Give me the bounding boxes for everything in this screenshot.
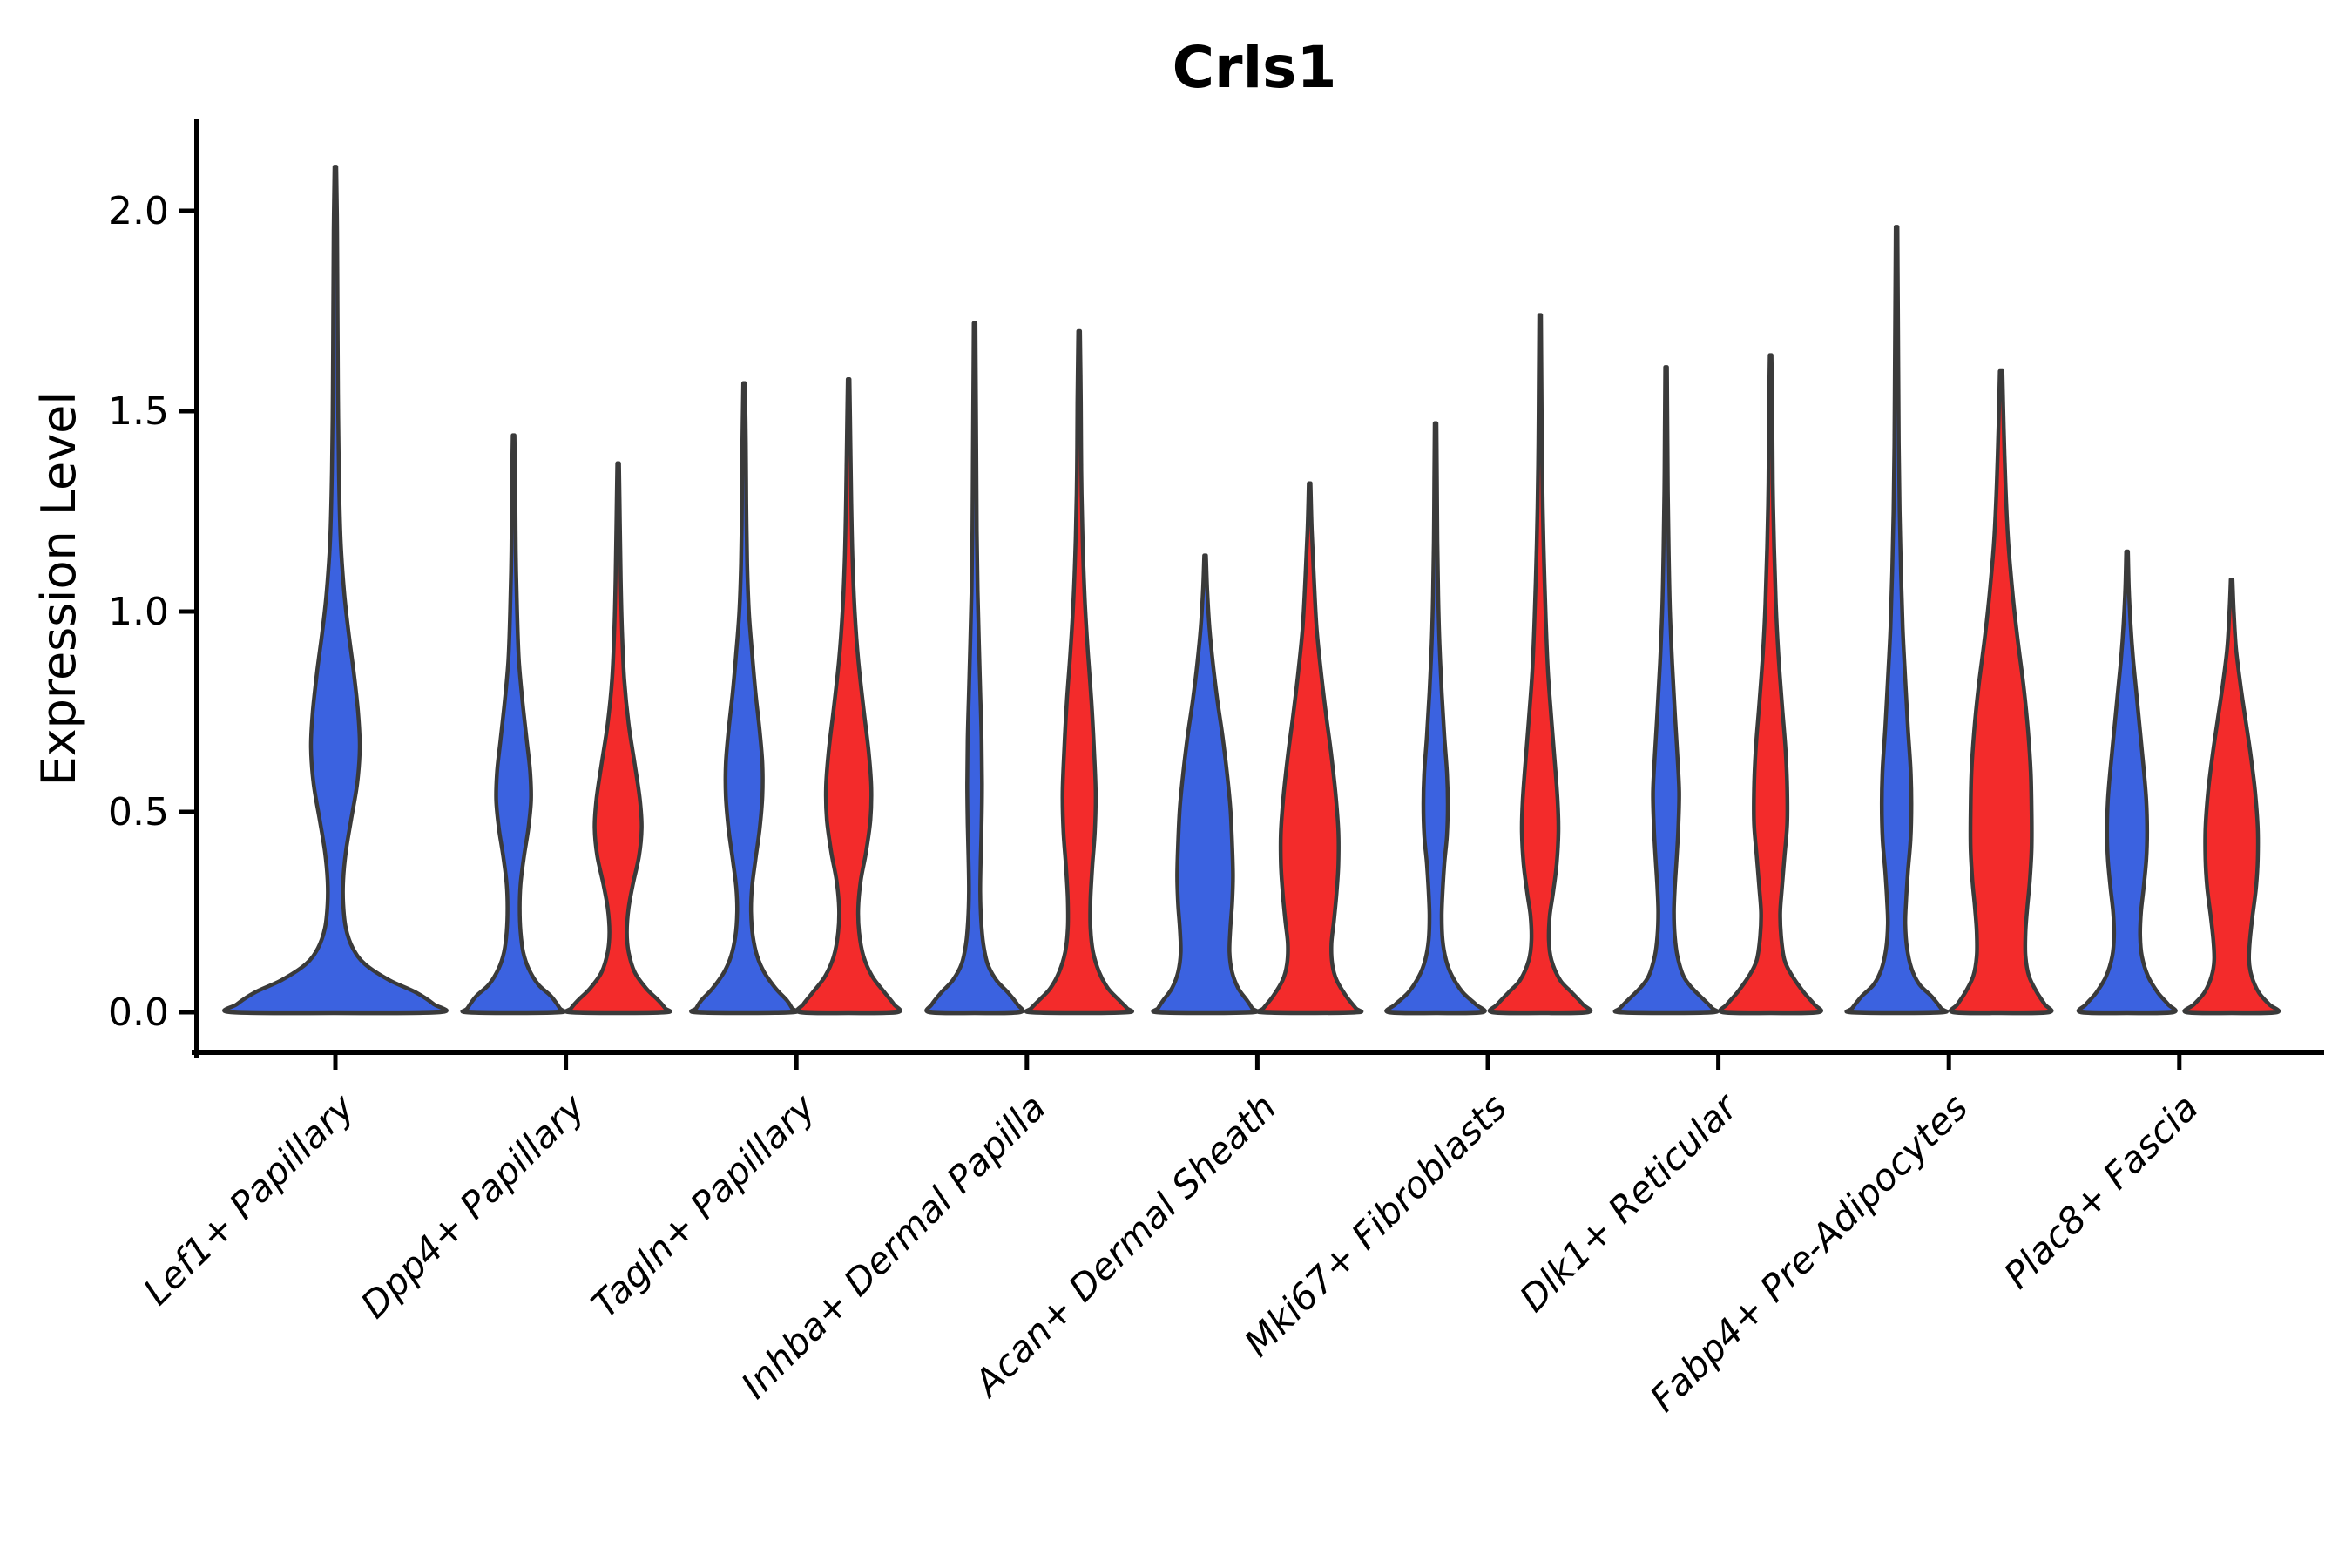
violin-inhba-dermal-papilla-red xyxy=(1024,328,1134,1016)
violin-tagln-papillary-red xyxy=(794,376,902,1016)
violin-acan-dermal-sheath-blue xyxy=(1151,553,1260,1016)
violin-fabp4-pre-adipocytes-red xyxy=(1948,368,2054,1016)
violin-tagln-papillary-blue xyxy=(689,381,800,1016)
x-tick-label-tagln-papillary: Tagln+ Papillary xyxy=(583,1085,824,1327)
x-tick-label-dpp4-papillary: Dpp4+ Papillary xyxy=(353,1085,594,1327)
violin-dpp4-papillary-blue xyxy=(460,433,567,1016)
violin-plac8-fascia-blue xyxy=(2076,549,2178,1016)
y-tick-label-4: 2.0 xyxy=(108,189,169,233)
violin-dlk1-reticular-blue xyxy=(1612,365,1720,1016)
chart-title: Crls1 xyxy=(1173,34,1337,101)
y-tick-labels: 0.0 0.5 1.0 1.5 2.0 xyxy=(108,189,169,1035)
x-tick-label-dlk1-reticular: Dlk1+ Reticular xyxy=(1511,1084,1747,1320)
y-tick-label-1: 0.5 xyxy=(108,790,169,835)
violin-plac8-fascia-red xyxy=(2182,577,2281,1016)
y-tick-label-0: 0.0 xyxy=(108,990,169,1035)
x-tick-label-mki67-fibroblasts: Mki67+ Fibroblasts xyxy=(1236,1085,1515,1364)
violin-inhba-dermal-papilla-blue xyxy=(924,321,1025,1016)
x-tick-label-lef1-papillary: Lef1+ Papillary xyxy=(135,1085,363,1314)
violin-mki67-fibroblasts-red xyxy=(1487,313,1593,1016)
x-tick-label-plac8-fascia: Plac8+ Fascia xyxy=(1996,1085,2207,1296)
violin-acan-dermal-sheath-red xyxy=(1255,481,1364,1016)
violin-fabp4-pre-adipocytes-blue xyxy=(1844,225,1949,1016)
violin-dpp4-papillary-red xyxy=(564,461,672,1016)
violins-group xyxy=(222,165,2281,1016)
violin-lef1-papillary-blue xyxy=(222,165,449,1016)
axes xyxy=(179,119,2324,1070)
y-axis-label: Expression Level xyxy=(31,392,86,787)
y-tick-label-3: 1.5 xyxy=(108,389,169,434)
y-tick-label-2: 1.0 xyxy=(108,590,169,634)
violin-dlk1-reticular-red xyxy=(1718,353,1823,1016)
violin-mki67-fibroblasts-blue xyxy=(1384,421,1487,1016)
